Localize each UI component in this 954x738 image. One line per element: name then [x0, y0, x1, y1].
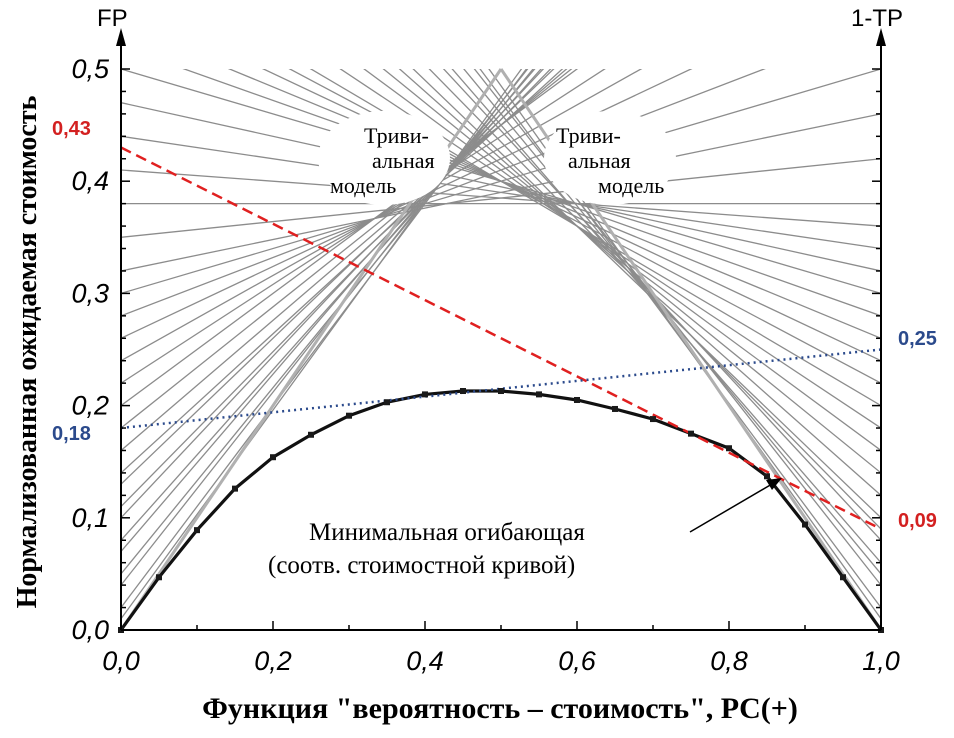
trivial-left-line-1: Триви- — [364, 123, 429, 148]
envelope-marker — [232, 485, 238, 492]
cost-line — [451, 69, 881, 564]
envelope-marker — [726, 445, 732, 452]
cost-line — [121, 102, 881, 272]
trivial-left-line-2: альная — [372, 148, 435, 173]
y-tick-label: 0,2 — [71, 391, 109, 421]
envelope-marker — [156, 574, 162, 581]
envelope-marker — [574, 396, 580, 403]
left-axis-label: FP — [97, 5, 128, 32]
trivial-left-label-bg — [318, 111, 450, 205]
envelope-marker — [650, 416, 656, 423]
y-tick-label: 0,5 — [71, 54, 110, 84]
x-tick-label: 0,8 — [710, 646, 748, 676]
cost-line — [121, 135, 881, 250]
y-axis-title: Нормализованная ожидаемая стоимость — [12, 95, 43, 608]
x-tick-label: 0,4 — [406, 646, 444, 676]
x-tick-label: 0,6 — [558, 646, 597, 676]
cost-line — [382, 69, 881, 474]
cost-line — [479, 69, 881, 608]
envelope-marker — [308, 431, 314, 438]
envelope-marker — [384, 399, 390, 406]
envelope-marker — [422, 391, 428, 398]
cost-line — [412, 69, 881, 519]
envelope-label-bg — [262, 509, 708, 587]
cost-line — [463, 69, 881, 575]
right-axis-label: 1-TP — [851, 5, 903, 32]
left-axis-arrow-icon — [116, 28, 126, 46]
red-right-value-label: 0,09 — [898, 510, 937, 532]
cost-line — [473, 69, 881, 586]
trivial-right-line-1: Триви- — [556, 123, 621, 148]
envelope-marker — [498, 388, 504, 395]
y-tick-label: 0,4 — [71, 166, 109, 196]
cost-line — [121, 69, 693, 339]
envelope-marker — [840, 574, 846, 581]
envelope-marker — [688, 430, 694, 437]
envelope-marker — [460, 388, 466, 395]
envelope-marker — [194, 527, 200, 534]
cost-line — [121, 69, 573, 429]
x-tick-label: 1,0 — [862, 646, 900, 676]
envelope-marker — [346, 412, 352, 419]
cost-line — [121, 69, 606, 384]
cost-line — [121, 69, 643, 362]
blue-dotted-cost-line — [120, 348, 882, 430]
envelope-line-2: (соотв. стоимостной кривой) — [268, 552, 575, 579]
cost-line — [442, 69, 881, 541]
envelope-marker — [802, 521, 808, 528]
y-tick-label: 0,0 — [71, 615, 109, 645]
blue-right-value-label: 0,25 — [898, 328, 937, 350]
envelope-marker — [612, 405, 618, 412]
trivial-left-line-3: модель — [330, 173, 396, 198]
trivial-right-line-3: модель — [598, 173, 664, 198]
cost-line — [363, 69, 881, 452]
y-tick-label: 0,3 — [71, 278, 109, 308]
envelope-marker — [536, 391, 542, 398]
blue-left-value-label: 0,18 — [52, 423, 91, 445]
cost-line — [121, 69, 529, 586]
cost-line — [339, 69, 881, 429]
envelope-marker — [764, 473, 770, 480]
envelope-marker — [270, 454, 276, 461]
x-axis-title: Функция "вероятность – стоимость", PC(+) — [202, 692, 798, 725]
cost-line — [121, 69, 536, 552]
envelope-annotation: Минимальная огибающая (соотв. стоимостно… — [268, 478, 782, 579]
right-axis-arrow-icon — [876, 28, 886, 46]
cost-line — [121, 169, 881, 227]
cost-line — [309, 69, 881, 407]
cost-line — [398, 69, 881, 496]
envelope-markers — [118, 388, 884, 633]
red-dashed-cost-line — [120, 146, 882, 531]
x-tick-label: 0,0 — [102, 646, 140, 676]
cost-line — [121, 69, 555, 485]
trivial-left-annotation: Триви- альная модель — [330, 123, 435, 198]
red-left-value-label: 0,43 — [52, 118, 91, 140]
y-tick-label: 0,1 — [71, 503, 109, 533]
cost-line — [428, 69, 881, 530]
envelope-line-1: Минимальная огибающая — [309, 519, 585, 546]
x-tick-label: 0,2 — [254, 646, 292, 676]
cost-line — [121, 69, 579, 407]
cost-line — [288, 69, 881, 384]
trivial-right-line-2: альная — [568, 148, 631, 173]
cost-lines-group — [121, 69, 881, 620]
envelope-pointer-arrow-icon — [766, 478, 782, 490]
trivial-right-label-bg — [544, 111, 676, 205]
trivial-right-annotation: Триви- альная модель — [556, 123, 664, 198]
envelope-pointer-line — [689, 483, 773, 533]
axis-ticks: 0,0 0,1 0,2 0,3 0,4 0,5 0,0 0,2 0,4 0,6 0,8 1,0 — [71, 54, 899, 676]
